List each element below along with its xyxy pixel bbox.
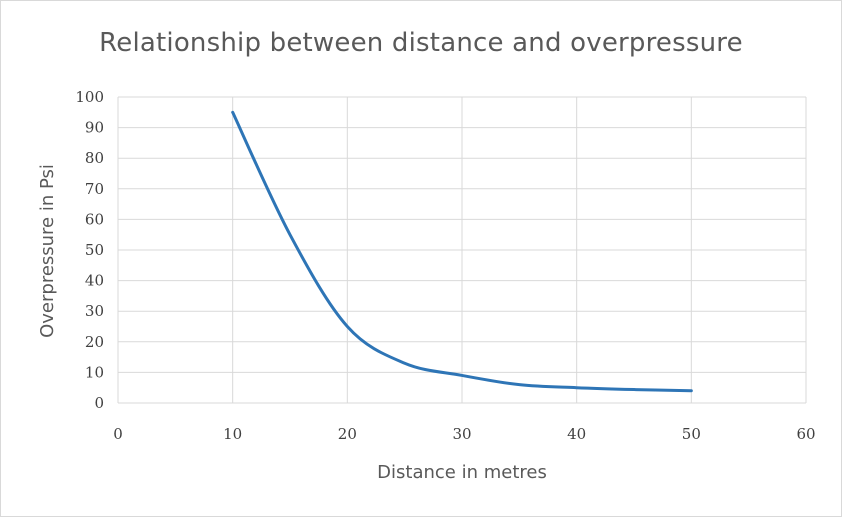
x-tick-label: 20 <box>338 425 357 443</box>
x-axis-title: Distance in metres <box>377 462 547 483</box>
y-tick-label: 90 <box>85 119 104 137</box>
x-tick-label: 30 <box>452 425 471 443</box>
y-tick-label: 80 <box>85 149 104 167</box>
y-tick-label: 100 <box>75 88 104 106</box>
x-tick-label: 10 <box>223 425 242 443</box>
y-tick-label: 20 <box>85 333 104 351</box>
tick-labels: 0 10 20 30 40 50 60 70 80 90 100 0 10 20 30 40 50 60 <box>75 88 815 443</box>
y-tick-label: 60 <box>85 210 104 228</box>
y-tick-label: 50 <box>85 241 104 259</box>
x-tick-label: 0 <box>113 425 123 443</box>
y-axis-title: Overpressure in Psi <box>37 164 58 338</box>
series-layer <box>231 110 693 393</box>
series-line <box>231 110 693 393</box>
grid-lines <box>117 96 807 404</box>
chart-title: Relationship between distance and overpr… <box>99 28 743 58</box>
y-tick-label: 0 <box>94 394 104 412</box>
x-tick-label: 60 <box>796 425 815 443</box>
x-tick-label: 40 <box>567 425 586 443</box>
y-tick-label: 30 <box>85 302 104 320</box>
y-tick-label: 10 <box>85 363 104 381</box>
x-tick-label: 50 <box>682 425 701 443</box>
y-tick-label: 40 <box>85 272 104 290</box>
y-tick-label: 70 <box>85 180 104 198</box>
